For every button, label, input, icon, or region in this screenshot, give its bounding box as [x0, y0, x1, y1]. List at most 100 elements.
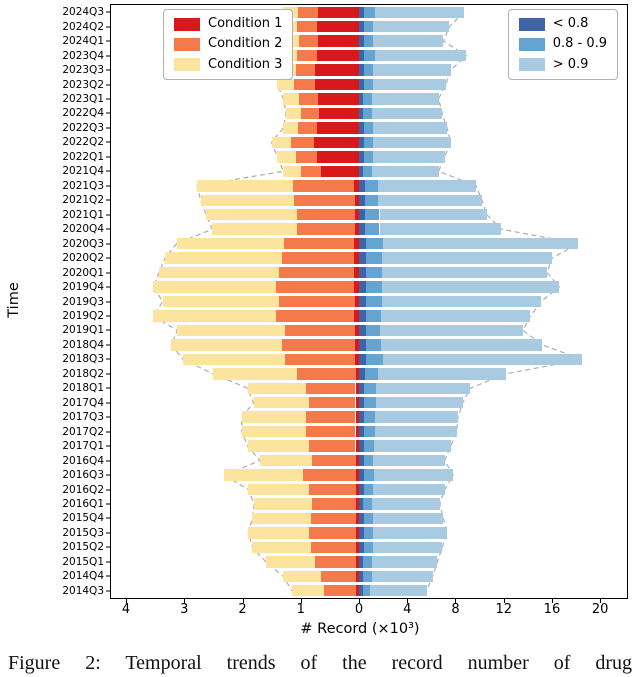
y-tick-label: 2024Q3: [62, 5, 104, 18]
bar-segment-condition3: [283, 122, 298, 134]
bar-segment-condition3: [247, 440, 309, 452]
bar-segment-condition2: [275, 281, 355, 293]
bar-segment-lt08: [359, 122, 364, 134]
bar-segment-condition2: [305, 382, 356, 394]
legend-entry-08-09: 0.8 - 0.9: [518, 36, 607, 51]
bar-segment-lt08: [359, 194, 366, 206]
bar-segment-08-09: [363, 440, 375, 452]
bar-segment-08-09: [366, 252, 382, 264]
y-tick-mark: [106, 272, 110, 274]
bar-segment-condition3: [277, 78, 295, 91]
y-tick-label: 2020Q4: [62, 222, 104, 235]
y-tick-mark: [106, 431, 110, 433]
bar-segment-condition3: [259, 454, 313, 467]
y-tick-mark: [106, 561, 110, 563]
bar-segment-condition1: [313, 136, 359, 149]
bar-segment-08-09: [363, 454, 374, 467]
y-tick-label: 2018Q2: [62, 367, 104, 380]
bar-segment-lt08: [359, 151, 364, 163]
b0809-swatch-icon: [518, 37, 545, 51]
bar-segment-08-09: [363, 78, 374, 91]
bar-segment-condition3: [159, 266, 279, 279]
bar-segment-lt08: [359, 498, 364, 510]
bar-segment-08-09: [363, 6, 375, 18]
bar-segment-condition1: [354, 353, 359, 366]
bar-segment-condition3: [271, 136, 292, 149]
bar-segment-gt09: [378, 194, 482, 206]
y-tick-label: 2021Q4: [62, 165, 104, 178]
bar-segment-condition1: [356, 527, 359, 539]
bar-segment-08-09: [365, 194, 379, 206]
y-tick-label: 2016Q2: [62, 483, 104, 496]
y-tick-mark: [106, 214, 110, 216]
bar-segment-gt09: [381, 266, 548, 279]
y-tick-label: 2016Q1: [62, 497, 104, 510]
bar-segment-condition3: [248, 527, 310, 539]
bar-segment-gt09: [378, 368, 507, 380]
y-tick-mark: [106, 170, 110, 172]
bar-segment-lt08: [359, 440, 364, 452]
y-tick-label: 2023Q4: [62, 49, 104, 62]
y-tick-label: 2017Q4: [62, 396, 104, 409]
bar-segment-08-09: [365, 223, 380, 235]
bar-segment-gt09: [381, 295, 542, 308]
bar-segment-08-09: [365, 368, 379, 380]
bar-segment-condition3: [292, 585, 325, 597]
bar-segment-gt09: [375, 411, 458, 423]
bar-segment-condition2: [282, 339, 355, 351]
legend-entry-condition1: Condition 1: [174, 16, 282, 31]
bar-segment-condition1: [355, 397, 359, 409]
y-tick-label: 2023Q1: [62, 92, 104, 105]
bar-segment-08-09: [363, 122, 374, 134]
bar-segment-condition2: [310, 541, 357, 554]
bar-segment-lt08: [359, 570, 364, 583]
x-axis-title: # Record (×10³): [300, 621, 420, 637]
bar-segment-lt08: [359, 281, 367, 293]
y-tick-mark: [106, 228, 110, 230]
y-tick-label: 2015Q2: [62, 541, 104, 554]
y-tick-label: 2020Q2: [62, 251, 104, 264]
bar-segment-condition2: [284, 237, 355, 250]
x-tick-mark: [503, 599, 505, 603]
bar-segment-gt09: [374, 6, 464, 18]
y-tick-mark: [106, 98, 110, 100]
y-tick-mark: [106, 301, 110, 302]
bar-segment-condition1: [356, 585, 359, 597]
y-tick-label: 2022Q1: [62, 150, 104, 163]
bar-segment-condition2: [279, 295, 355, 308]
bar-segment-condition1: [355, 469, 359, 481]
bar-segment-gt09: [371, 570, 433, 583]
x-tick-mark: [184, 599, 186, 603]
bar-segment-08-09: [363, 556, 372, 568]
bar-segment-condition1: [356, 498, 359, 510]
bar-segment-condition2: [312, 454, 357, 467]
y-tick-mark: [106, 40, 110, 42]
bar-segment-lt08: [359, 136, 364, 149]
bar-segment-condition1: [354, 310, 359, 322]
bar-segment-condition1: [356, 541, 359, 554]
bar-segment-gt09: [373, 35, 444, 47]
bar-segment-gt09: [373, 151, 445, 163]
bar-segment-condition3: [241, 425, 306, 438]
y-tick-label: 2021Q2: [62, 194, 104, 206]
bar-segment-condition1: [355, 382, 359, 394]
x-tick-label: 20: [591, 602, 609, 617]
bar-segment-condition2: [285, 353, 355, 366]
bar-segment-gt09: [373, 78, 446, 91]
bar-segment-condition2: [312, 498, 357, 510]
bar-segment-08-09: [366, 295, 382, 308]
bar-segment-condition3: [283, 93, 299, 105]
bar-segment-condition2: [285, 324, 355, 337]
bar-segment-condition2: [300, 165, 322, 178]
x-tick-mark: [455, 599, 457, 603]
bar-segment-08-09: [363, 20, 374, 33]
gt09-swatch-icon: [518, 58, 545, 72]
y-tick-label: 2019Q3: [62, 295, 104, 308]
bar-segment-condition1: [317, 20, 359, 33]
bar-segment-condition3: [265, 556, 316, 568]
bar-segment-condition2: [310, 512, 357, 525]
y-tick-mark: [106, 199, 110, 201]
y-tick-label: 2019Q4: [62, 280, 104, 293]
bar-segment-condition1: [317, 122, 359, 134]
bar-segment-gt09: [375, 425, 457, 438]
